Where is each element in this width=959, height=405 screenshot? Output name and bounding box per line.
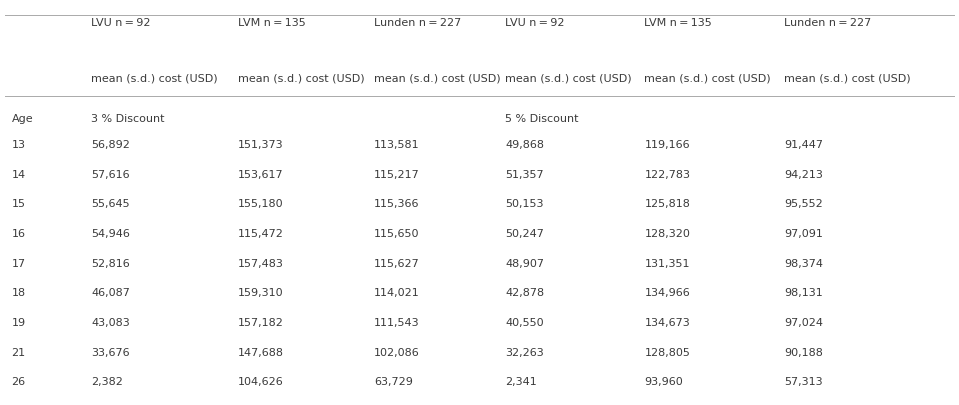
Text: LVU n = 92: LVU n = 92 bbox=[91, 18, 151, 28]
Text: 14: 14 bbox=[12, 169, 26, 179]
Text: 43,083: 43,083 bbox=[91, 317, 129, 327]
Text: mean (s.d.) cost (USD): mean (s.d.) cost (USD) bbox=[644, 73, 771, 83]
Text: 115,627: 115,627 bbox=[374, 258, 420, 268]
Text: 128,805: 128,805 bbox=[644, 347, 690, 357]
Text: 26: 26 bbox=[12, 376, 26, 386]
Text: 95,552: 95,552 bbox=[784, 199, 823, 209]
Text: 104,626: 104,626 bbox=[238, 376, 284, 386]
Text: 21: 21 bbox=[12, 347, 26, 357]
Text: 94,213: 94,213 bbox=[784, 169, 824, 179]
Text: 115,472: 115,472 bbox=[238, 228, 284, 239]
Text: 16: 16 bbox=[12, 228, 26, 239]
Text: mean (s.d.) cost (USD): mean (s.d.) cost (USD) bbox=[784, 73, 911, 83]
Text: 114,021: 114,021 bbox=[374, 288, 420, 298]
Text: 111,543: 111,543 bbox=[374, 317, 420, 327]
Text: 157,483: 157,483 bbox=[238, 258, 284, 268]
Text: 122,783: 122,783 bbox=[644, 169, 690, 179]
Text: mean (s.d.) cost (USD): mean (s.d.) cost (USD) bbox=[505, 73, 632, 83]
Text: 5 % Discount: 5 % Discount bbox=[505, 113, 579, 124]
Text: 91,447: 91,447 bbox=[784, 140, 824, 150]
Text: 131,351: 131,351 bbox=[644, 258, 690, 268]
Text: Age: Age bbox=[12, 113, 34, 124]
Text: 113,581: 113,581 bbox=[374, 140, 420, 150]
Text: 2,341: 2,341 bbox=[505, 376, 537, 386]
Text: 54,946: 54,946 bbox=[91, 228, 130, 239]
Text: 102,086: 102,086 bbox=[374, 347, 420, 357]
Text: 119,166: 119,166 bbox=[644, 140, 690, 150]
Text: 56,892: 56,892 bbox=[91, 140, 130, 150]
Text: 57,313: 57,313 bbox=[784, 376, 823, 386]
Text: 40,550: 40,550 bbox=[505, 317, 544, 327]
Text: LVM n = 135: LVM n = 135 bbox=[644, 18, 713, 28]
Text: 151,373: 151,373 bbox=[238, 140, 284, 150]
Text: 147,688: 147,688 bbox=[238, 347, 284, 357]
Text: 159,310: 159,310 bbox=[238, 288, 284, 298]
Text: 128,320: 128,320 bbox=[644, 228, 690, 239]
Text: 32,263: 32,263 bbox=[505, 347, 544, 357]
Text: 93,960: 93,960 bbox=[644, 376, 683, 386]
Text: mean (s.d.) cost (USD): mean (s.d.) cost (USD) bbox=[91, 73, 218, 83]
Text: Lunden n = 227: Lunden n = 227 bbox=[374, 18, 461, 28]
Text: 98,131: 98,131 bbox=[784, 288, 823, 298]
Text: 153,617: 153,617 bbox=[238, 169, 284, 179]
Text: LVM n = 135: LVM n = 135 bbox=[238, 18, 306, 28]
Text: 63,729: 63,729 bbox=[374, 376, 413, 386]
Text: 97,091: 97,091 bbox=[784, 228, 824, 239]
Text: 125,818: 125,818 bbox=[644, 199, 690, 209]
Text: LVU n = 92: LVU n = 92 bbox=[505, 18, 565, 28]
Text: 42,878: 42,878 bbox=[505, 288, 545, 298]
Text: 33,676: 33,676 bbox=[91, 347, 129, 357]
Text: mean (s.d.) cost (USD): mean (s.d.) cost (USD) bbox=[374, 73, 501, 83]
Text: 2,382: 2,382 bbox=[91, 376, 123, 386]
Text: 90,188: 90,188 bbox=[784, 347, 824, 357]
Text: 134,673: 134,673 bbox=[644, 317, 690, 327]
Text: 49,868: 49,868 bbox=[505, 140, 545, 150]
Text: 97,024: 97,024 bbox=[784, 317, 824, 327]
Text: Lunden n = 227: Lunden n = 227 bbox=[784, 18, 872, 28]
Text: 115,650: 115,650 bbox=[374, 228, 419, 239]
Text: 55,645: 55,645 bbox=[91, 199, 129, 209]
Text: 3 % Discount: 3 % Discount bbox=[91, 113, 165, 124]
Text: 50,247: 50,247 bbox=[505, 228, 545, 239]
Text: 17: 17 bbox=[12, 258, 26, 268]
Text: 51,357: 51,357 bbox=[505, 169, 544, 179]
Text: 98,374: 98,374 bbox=[784, 258, 824, 268]
Text: 57,616: 57,616 bbox=[91, 169, 129, 179]
Text: 155,180: 155,180 bbox=[238, 199, 284, 209]
Text: 52,816: 52,816 bbox=[91, 258, 129, 268]
Text: 134,966: 134,966 bbox=[644, 288, 690, 298]
Text: mean (s.d.) cost (USD): mean (s.d.) cost (USD) bbox=[238, 73, 364, 83]
Text: 46,087: 46,087 bbox=[91, 288, 130, 298]
Text: 48,907: 48,907 bbox=[505, 258, 545, 268]
Text: 157,182: 157,182 bbox=[238, 317, 284, 327]
Text: 18: 18 bbox=[12, 288, 26, 298]
Text: 19: 19 bbox=[12, 317, 26, 327]
Text: 13: 13 bbox=[12, 140, 26, 150]
Text: 115,366: 115,366 bbox=[374, 199, 419, 209]
Text: 115,217: 115,217 bbox=[374, 169, 420, 179]
Text: 15: 15 bbox=[12, 199, 26, 209]
Text: 50,153: 50,153 bbox=[505, 199, 544, 209]
